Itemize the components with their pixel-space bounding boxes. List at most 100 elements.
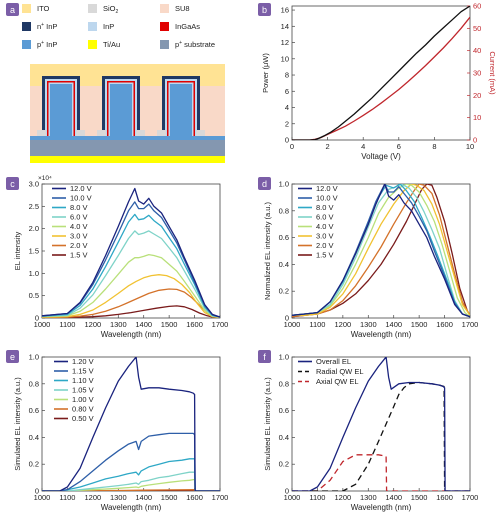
y-tick-label: 0.6 xyxy=(279,406,289,415)
panel-label: c xyxy=(10,179,15,189)
series-line xyxy=(42,253,220,318)
legend-entry: 12.0 V xyxy=(316,184,338,193)
x-tick-label: 1000 xyxy=(284,320,301,329)
x-tick-label: 8 xyxy=(432,142,436,151)
y-tick-label: 1.0 xyxy=(29,269,39,278)
y-tick-label: 0 xyxy=(285,314,289,323)
series-line xyxy=(42,213,220,318)
x-tick-label: 1400 xyxy=(135,493,152,502)
tiau-layer xyxy=(30,156,225,163)
x-tick-label: 1500 xyxy=(161,320,178,329)
series-line xyxy=(42,288,220,318)
legend-entry: 10.0 V xyxy=(70,194,92,203)
y2-tick-label: 10 xyxy=(473,113,481,122)
legend-entry: 12.0 V xyxy=(70,184,92,193)
y2-tick-label: 40 xyxy=(473,46,481,55)
series-line xyxy=(292,184,470,318)
legend-label: InGaAs xyxy=(175,22,200,31)
y-tick-label: 0.5 xyxy=(29,291,39,300)
y-tick-label: 0 xyxy=(35,314,39,323)
x-tick-label: 1400 xyxy=(385,493,402,502)
panel-label-badge xyxy=(6,350,19,363)
legend-swatch xyxy=(88,40,97,49)
x-axis-label: Wavelength (nm) xyxy=(101,503,162,512)
x-tick-label: 1100 xyxy=(309,320,325,329)
y-tick-label: 0.6 xyxy=(279,233,289,242)
y2-axis-label: Current (mA) xyxy=(488,51,497,95)
series-line xyxy=(292,184,470,316)
sio2-mask xyxy=(196,130,205,136)
series-line xyxy=(292,6,470,140)
y2-tick-label: 0 xyxy=(473,136,477,145)
legend-entry: 8.0 V xyxy=(316,203,334,212)
y-tick-label: 10 xyxy=(281,54,289,63)
x-tick-label: 1100 xyxy=(309,493,325,502)
legend-swatch xyxy=(22,4,31,13)
y-tick-label: 3.0 xyxy=(29,180,39,189)
legend-entry: 1.15 V xyxy=(72,367,94,376)
x-tick-label: 1300 xyxy=(110,320,127,329)
legend-entry: Axial QW EL xyxy=(316,377,359,386)
series-line xyxy=(292,184,470,318)
series-line xyxy=(42,458,220,491)
plot-frame xyxy=(291,183,471,319)
panel-f-chart: f 1000 1100 1200 1300 1400 1500 1600 1700 0 0.2 0.4… xyxy=(258,350,478,512)
legend-label: p+ substrate xyxy=(175,40,215,49)
y-tick-label: 2.0 xyxy=(29,224,39,233)
x-tick-label: 1300 xyxy=(110,493,127,502)
plot-frame xyxy=(291,5,471,141)
panel-label-badge xyxy=(258,177,271,190)
y-axis-label: Simulated EL intensity (a.u.) xyxy=(13,377,22,471)
y-tick-label: 0.4 xyxy=(279,433,289,442)
series-line xyxy=(42,201,220,318)
x-tick-label: 1000 xyxy=(284,493,301,502)
legend-entry: 1.05 V xyxy=(72,386,94,395)
y2-tick-label: 30 xyxy=(473,69,481,78)
series-line xyxy=(42,471,220,491)
legend-entry: 3.0 V xyxy=(316,232,334,241)
series-line xyxy=(42,187,220,318)
legend-entry: 6.0 V xyxy=(70,213,88,222)
x-tick-label: 4 xyxy=(361,142,365,151)
legend-swatch xyxy=(88,4,97,13)
series-line xyxy=(292,454,470,491)
series-line xyxy=(42,305,220,318)
ito-top xyxy=(30,64,225,68)
x-tick-label: 1600 xyxy=(436,493,453,502)
legend-entry: 0.50 V xyxy=(72,414,94,423)
legend-swatch xyxy=(88,22,97,31)
y-tick-label: 8 xyxy=(285,71,289,80)
series-line xyxy=(42,357,220,491)
y-axis-label: Normalized EL intensity (a.u.) xyxy=(263,201,272,300)
legend-label: ITO xyxy=(37,4,50,13)
x-tick-label: 1700 xyxy=(462,493,479,502)
x-tick-label: 1700 xyxy=(212,320,229,329)
panel-label: e xyxy=(10,352,15,362)
legend-entry: 4.0 V xyxy=(316,222,334,231)
panel-label: f xyxy=(263,352,266,362)
x-tick-label: 1500 xyxy=(411,320,428,329)
x-axis-label: Wavelength (nm) xyxy=(101,330,162,339)
x-tick-label: 1400 xyxy=(135,320,152,329)
x-tick-label: 1200 xyxy=(335,493,352,502)
panel-label: a xyxy=(10,5,15,15)
y-axis-label: EL intensity xyxy=(13,232,22,271)
x-tick-label: 1700 xyxy=(212,493,229,502)
x-tick-label: 1600 xyxy=(436,320,453,329)
y-tick-label: 0 xyxy=(285,136,289,145)
panel-e-chart: e 1000 1100 1200 1300 1400 1500 1600 1700 0 0.2 0.4… xyxy=(6,350,228,512)
x-tick-label: 1200 xyxy=(85,493,102,502)
y-axis-label: Power (μW) xyxy=(261,53,270,93)
legend-entry: 3.0 V xyxy=(70,232,88,241)
sio2-mask xyxy=(76,130,85,136)
legend-swatch xyxy=(160,4,169,13)
y-tick-label: 0.2 xyxy=(279,287,289,296)
series-line xyxy=(42,274,220,318)
x-tick-label: 1300 xyxy=(360,320,377,329)
sio2-mask xyxy=(37,130,46,136)
y-tick-label: 2 xyxy=(285,119,289,128)
nanowire-core xyxy=(110,84,132,136)
y-tick-label: 0.8 xyxy=(29,379,39,388)
legend-entry: 2.0 V xyxy=(316,241,334,250)
